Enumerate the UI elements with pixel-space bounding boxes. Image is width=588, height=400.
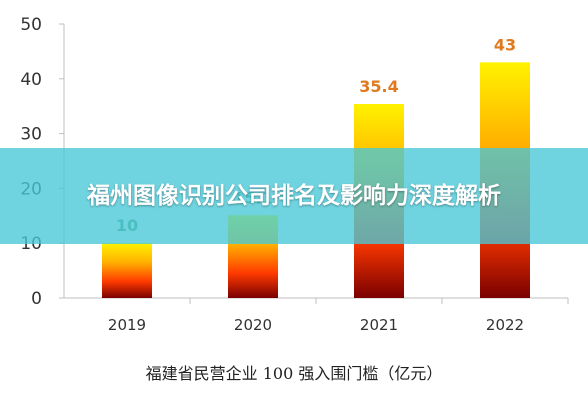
y-tick-label: 0 xyxy=(31,289,42,309)
y-tick-label: 30 xyxy=(20,125,42,145)
x-tick-label: 2022 xyxy=(486,316,524,334)
x-tick-label: 2021 xyxy=(360,316,398,334)
x-tick-label: 2019 xyxy=(108,316,146,334)
title-banner: 福州图像识别公司排名及影响力深度解析 xyxy=(0,148,588,244)
bar xyxy=(102,243,152,298)
y-tick-label: 50 xyxy=(20,15,42,35)
x-axis-caption: 福建省民营企业 100 强入围门槛（亿元） xyxy=(145,364,443,383)
data-label: 43 xyxy=(494,35,516,54)
y-tick-label: 40 xyxy=(20,70,42,90)
banner-title: 福州图像识别公司排名及影响力深度解析 xyxy=(87,183,501,209)
x-tick-label: 2020 xyxy=(234,316,272,334)
data-label: 35.4 xyxy=(359,77,398,96)
